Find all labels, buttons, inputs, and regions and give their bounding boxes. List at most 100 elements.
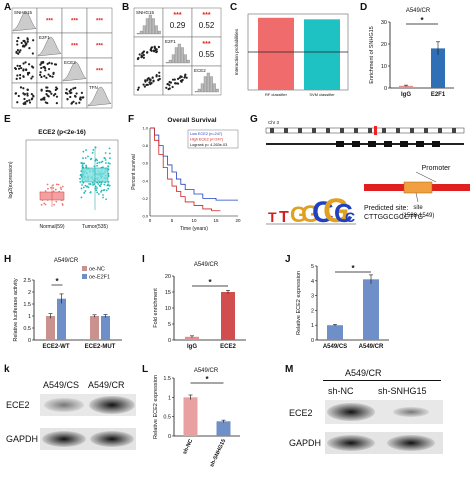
logo-letter: C <box>312 196 334 229</box>
y-tick-label: 0 <box>168 338 171 344</box>
jitter-point <box>79 174 82 177</box>
correlation-matrix: SNHG15 *** 0.29 *** 0.52 E2F1 *** 0.55 ECE2 <box>133 7 222 96</box>
y-tick-label: 1 <box>168 395 171 401</box>
y-tick-label: 1 <box>28 314 31 320</box>
site-guide <box>415 192 419 203</box>
scatter-point <box>158 74 161 78</box>
scatter-point <box>49 75 52 78</box>
histogram-bar <box>145 18 149 35</box>
jitter-point <box>85 149 87 151</box>
scatter-point <box>75 102 78 105</box>
band-cs-gapdh <box>42 431 86 447</box>
scatter-point <box>180 75 183 78</box>
western-blot <box>40 394 136 450</box>
band-shsnhg15-ece2 <box>393 407 429 417</box>
jitter-point <box>108 147 111 150</box>
histogram-bar <box>136 33 140 35</box>
blot-header-1: sh-NC <box>328 386 354 396</box>
gene-label: E2F1 <box>39 35 50 40</box>
panel-l: L A549/CR 0 0.5 1 1.5 Relative ECE2 expressio… <box>140 362 260 479</box>
scatter-point <box>26 40 29 43</box>
jitter-point <box>47 187 49 190</box>
site-label: site <box>413 205 423 211</box>
histogram-bar <box>139 30 143 35</box>
jitter-point <box>98 161 101 164</box>
scatter-point <box>26 92 29 95</box>
scatter-point <box>22 102 25 105</box>
scatter-point <box>148 81 151 84</box>
jitter-point <box>92 149 95 151</box>
jitter-point <box>108 152 111 155</box>
blot-title: A549/CR <box>345 368 382 378</box>
panel-m: M A549/CR sh-NC sh-SNHG15 ECE2 GAPDH <box>283 362 474 472</box>
jitter-point <box>108 157 111 160</box>
chromosome-band <box>368 128 372 133</box>
logo-letter: T <box>268 209 277 225</box>
scatter-point <box>50 62 53 65</box>
scatter-point <box>64 91 68 95</box>
scatter-point <box>22 62 25 65</box>
bar <box>399 85 413 88</box>
scatter-point <box>142 50 146 53</box>
panel-label: A <box>4 2 12 13</box>
scatter-point <box>73 94 77 98</box>
band-shnc-gapdh <box>327 435 375 451</box>
scatter-point <box>69 95 72 99</box>
jitter-point <box>40 203 43 206</box>
y-tick-label: 1.5 <box>23 302 31 308</box>
pairs-cell <box>61 7 88 34</box>
jitter-point <box>54 188 57 191</box>
scatter-point <box>19 86 23 89</box>
jitter-point <box>60 188 63 191</box>
scatter-point <box>168 84 171 87</box>
matrix-cell <box>133 36 164 67</box>
scatter-point <box>171 85 174 89</box>
jitter-point <box>87 186 90 189</box>
logo-letter: G <box>301 201 320 228</box>
chromosome-band <box>410 128 414 133</box>
gene-label: ECE2 <box>64 60 76 65</box>
histogram-bar <box>148 14 152 35</box>
chromosome-band <box>382 128 386 133</box>
pairs-cell <box>86 7 113 34</box>
histogram-bar <box>209 76 213 93</box>
chart-title: A549/CR <box>54 258 79 264</box>
scatter-point <box>17 94 20 98</box>
y-tick-label: 0.8 <box>142 143 148 148</box>
bar <box>327 325 343 340</box>
gene-label: E2F1 <box>165 39 176 44</box>
histogram-bar <box>154 25 158 35</box>
jitter-point <box>80 170 83 173</box>
panel-d: D A549/CR 0 10 20 30 Enrichment of SNHG15 IgG E… <box>356 0 474 110</box>
jitter-point <box>49 186 52 189</box>
panel-label: E <box>4 114 11 125</box>
jitter-point <box>95 189 98 192</box>
density-curve <box>37 36 62 57</box>
jitter-point <box>103 157 106 159</box>
motif-diagram: Chr 3T T GGCGCCPromotersite(1538-1549)Pred… <box>265 120 470 230</box>
histogram-bar <box>206 72 210 93</box>
significance-star: * <box>351 264 355 273</box>
promoter-guide <box>415 171 437 183</box>
jitter-point <box>107 162 110 165</box>
jitter-point <box>94 159 97 162</box>
panel-label: B <box>122 2 130 13</box>
scatter-point <box>42 60 45 64</box>
chromosome-band <box>298 128 302 133</box>
correlation-star: *** <box>96 19 104 25</box>
logo-letter: G <box>323 192 349 230</box>
jitter-point <box>107 187 110 190</box>
histogram-bar <box>212 83 216 93</box>
histogram-bar <box>186 59 190 64</box>
scatter-point <box>46 101 49 105</box>
panel-label: D <box>360 2 368 13</box>
scatter-point <box>43 96 46 99</box>
panel-k: k A549/CS A549/CR ECE2 GAPDH <box>0 362 150 472</box>
histogram-bar <box>177 43 181 64</box>
panel-label: J <box>285 254 291 265</box>
scatter-point <box>55 95 59 98</box>
jitter-point <box>99 185 102 187</box>
y-axis-label: log2(expression) <box>8 161 14 198</box>
jitter-point <box>105 198 107 201</box>
scatter-point <box>49 90 52 93</box>
